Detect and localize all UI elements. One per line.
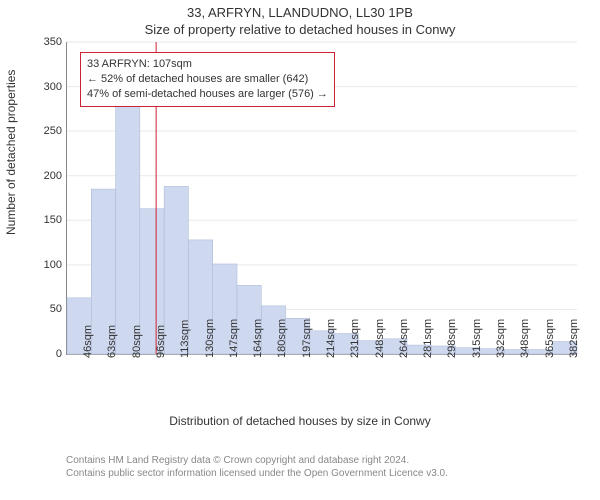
x-tick: 113sqm xyxy=(179,320,191,358)
page-title-2: Size of property relative to detached ho… xyxy=(0,22,600,37)
histogram-bar xyxy=(116,87,140,354)
x-tick: 130sqm xyxy=(204,319,216,358)
y-tick: 0 xyxy=(22,348,62,360)
x-tick: 96sqm xyxy=(155,325,167,358)
x-tick: 332sqm xyxy=(495,319,507,358)
callout-line-2: ← 52% of detached houses are smaller (64… xyxy=(87,72,328,87)
x-tick: 214sqm xyxy=(325,319,337,358)
y-tick: 200 xyxy=(22,170,62,182)
x-tick: 365sqm xyxy=(544,319,556,358)
x-tick: 164sqm xyxy=(252,319,264,358)
x-tick: 248sqm xyxy=(374,319,386,358)
x-tick: 264sqm xyxy=(398,319,410,358)
y-tick: 250 xyxy=(22,125,62,137)
x-tick: 180sqm xyxy=(276,319,288,358)
x-axis-label: Distribution of detached houses by size … xyxy=(0,414,600,428)
footer-line-1: Contains HM Land Registry data © Crown c… xyxy=(66,454,448,467)
x-tick: 197sqm xyxy=(301,319,313,358)
y-tick: 300 xyxy=(22,81,62,93)
footer-line-2: Contains public sector information licen… xyxy=(66,467,448,480)
x-tick: 382sqm xyxy=(568,319,580,358)
y-tick: 150 xyxy=(22,214,62,226)
x-tick: 348sqm xyxy=(519,319,531,358)
x-tick: 147sqm xyxy=(228,319,240,358)
x-tick: 80sqm xyxy=(131,325,143,358)
callout-line-1: 33 ARFRYN: 107sqm xyxy=(87,57,328,72)
x-tick: 315sqm xyxy=(471,319,483,358)
footer-credits: Contains HM Land Registry data © Crown c… xyxy=(66,454,448,480)
x-tick: 63sqm xyxy=(106,325,118,358)
y-tick: 350 xyxy=(22,36,62,48)
y-axis-label: Number of detached properties xyxy=(4,70,18,235)
marker-callout: 33 ARFRYN: 107sqm ← 52% of detached hous… xyxy=(80,52,335,107)
x-tick: 231sqm xyxy=(349,319,361,358)
y-tick: 100 xyxy=(22,259,62,271)
y-tick: 50 xyxy=(22,303,62,315)
x-tick: 298sqm xyxy=(446,319,458,358)
callout-line-3: 47% of semi-detached houses are larger (… xyxy=(87,87,328,102)
page-title-1: 33, ARFRYN, LLANDUDNO, LL30 1PB xyxy=(0,5,600,20)
x-tick: 281sqm xyxy=(422,319,434,358)
x-tick: 46sqm xyxy=(82,325,94,358)
